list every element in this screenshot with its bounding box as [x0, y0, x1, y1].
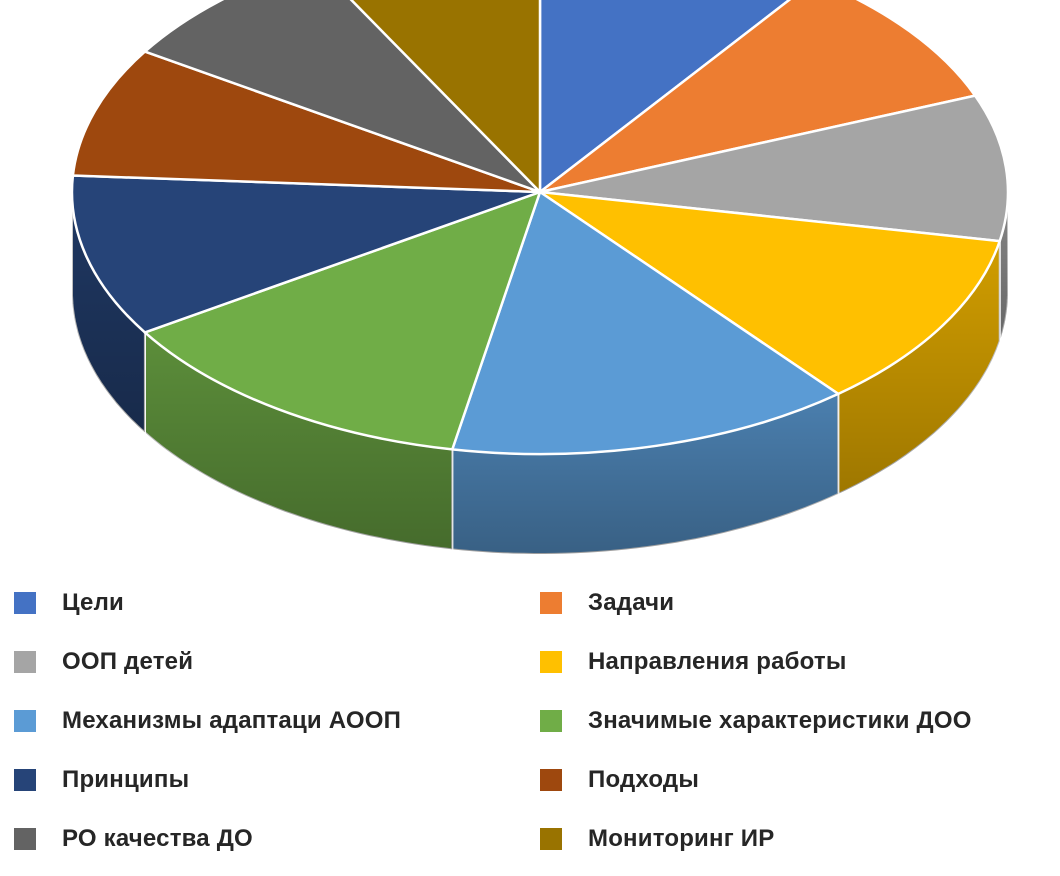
legend-label-2: Задачи	[588, 589, 675, 616]
legend-item-6: Значимые характеристики ДОО	[540, 706, 972, 736]
pie-slice-7: Принципы	[70, 174, 542, 334]
legend-item-4: Направления работы	[540, 647, 847, 677]
chart-legend: Цели Задачи ООП детей Направления работы Мех…	[14, 582, 1054, 872]
legend-label-5: Механизмы адаптаци АООП	[62, 707, 402, 734]
legend-swatch-1	[14, 592, 36, 614]
legend-label-3: ООП детей	[62, 648, 194, 675]
pie-slice-2: Задачи	[538, 0, 977, 194]
pie-side-shade-5	[452, 393, 839, 554]
pie-slice-3: ООП детей	[538, 94, 1010, 243]
pie-side-shade-3	[999, 192, 1008, 342]
legend-item-7: Принципы	[14, 765, 189, 795]
pie-side-shade-7	[72, 192, 145, 433]
legend-label-10: Мониторинг ИР	[588, 825, 775, 852]
legend-swatch-10	[540, 828, 562, 850]
legend-swatch-9	[14, 828, 36, 850]
legend-label-4: Направления работы	[588, 648, 847, 675]
legend-label-7: Принципы	[62, 766, 190, 793]
legend-item-2: Задачи	[540, 588, 674, 618]
legend-item-10: Мониторинг ИР	[540, 824, 774, 854]
legend-item-5: Механизмы адаптаци АООП	[14, 706, 401, 736]
legend-item-1: Цели	[14, 588, 124, 618]
pie-slice-5: Механизмы адаптаци АООП	[451, 190, 840, 456]
legend-item-8: Подходы	[540, 765, 699, 795]
legend-swatch-8	[540, 769, 562, 791]
pie-side-walls	[71, 192, 1009, 555]
legend-swatch-6	[540, 710, 562, 732]
legend-swatch-3	[14, 651, 36, 673]
legend-item-9: РО качества ДО	[14, 824, 253, 854]
pie-slice-9: РО качества ДО	[143, 0, 542, 194]
pie-side-shade-6	[144, 332, 453, 550]
pie-slice-6: Значимые характеристики ДОО	[143, 190, 542, 451]
legend-swatch-4	[540, 651, 562, 673]
legend-label-9: РО качества ДО	[62, 825, 253, 852]
legend-swatch-2	[540, 592, 562, 614]
legend-swatch-5	[14, 710, 36, 732]
pie-side-shade-4	[838, 241, 1000, 494]
legend-item-3: ООП детей	[14, 647, 193, 677]
legend-label-6: Значимые характеристики ДОО	[588, 707, 972, 734]
pie-slice-8: Подходы	[71, 50, 542, 194]
legend-swatch-7	[14, 769, 36, 791]
pie-slice-4: Направления работы	[538, 190, 1001, 396]
legend-label-8: Подходы	[588, 766, 700, 793]
legend-label-1: Цели	[62, 589, 124, 616]
pie-slice-10: Мониторинг ИР	[349, 0, 542, 194]
